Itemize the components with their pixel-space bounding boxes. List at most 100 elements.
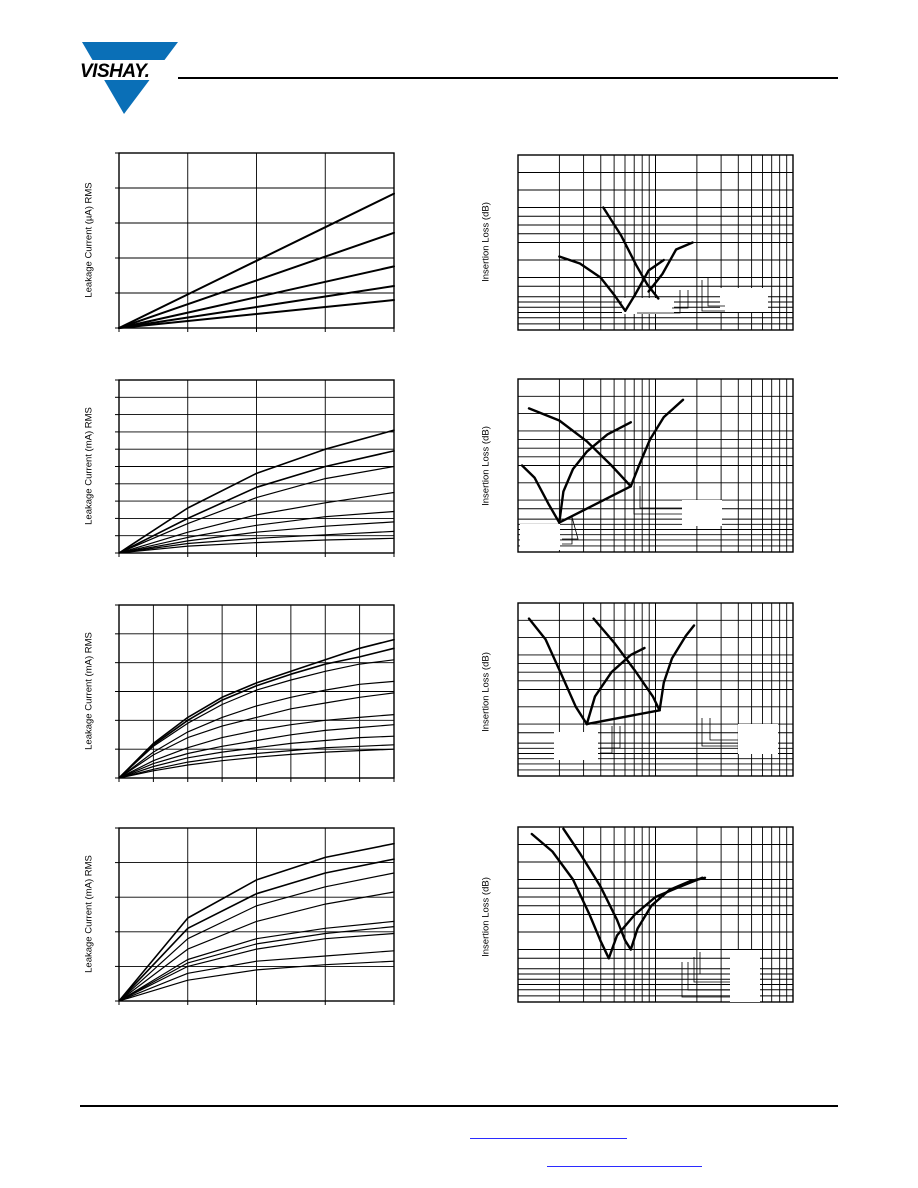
series-line-5 bbox=[558, 485, 633, 524]
series-line-1 bbox=[118, 842, 395, 1002]
legend-leader-line bbox=[600, 726, 621, 749]
insertion-loss-chart-2 bbox=[517, 378, 794, 553]
series-line-8 bbox=[118, 950, 395, 1002]
series-line-8 bbox=[118, 735, 395, 779]
series-line-4 bbox=[629, 398, 685, 488]
legend-leader-line bbox=[693, 957, 730, 983]
series-line-1 bbox=[527, 617, 589, 726]
header-rule bbox=[178, 77, 838, 79]
series-line-3 bbox=[558, 421, 633, 524]
plot-frame bbox=[517, 154, 794, 331]
legend-box bbox=[730, 950, 760, 1002]
series-line-7 bbox=[118, 932, 395, 1002]
series-line-2 bbox=[562, 827, 633, 951]
series-line-2 bbox=[520, 464, 561, 524]
graph1-y-axis-label: Leakage Current (µA) RMS bbox=[83, 182, 95, 298]
series-line-10 bbox=[118, 748, 395, 779]
series-line-2 bbox=[585, 646, 646, 726]
series-line-3 bbox=[118, 872, 395, 1002]
footer-rule bbox=[80, 1105, 838, 1107]
graph5-y-axis-label: Insertion Loss (dB) bbox=[480, 202, 492, 282]
legend-leader-line bbox=[562, 516, 579, 540]
graph6-y-axis-label: Insertion Loss (dB) bbox=[480, 426, 492, 506]
series-line-4 bbox=[118, 491, 395, 554]
series-line-9 bbox=[118, 960, 395, 1002]
series-line-3 bbox=[118, 659, 395, 779]
series-line-1 bbox=[527, 407, 633, 488]
graph3-y-axis-label: Leakage Current (mA) RMS bbox=[83, 632, 95, 750]
series-line-6 bbox=[118, 925, 395, 1002]
series-line-4 bbox=[118, 680, 395, 779]
footer-link-1-underline[interactable] bbox=[470, 1138, 627, 1139]
leakage-chart-1 bbox=[115, 152, 395, 332]
series-line-6 bbox=[118, 713, 395, 779]
footer-link-2-underline[interactable] bbox=[547, 1166, 702, 1167]
legend-leader-line bbox=[633, 486, 682, 515]
series-line-2 bbox=[118, 647, 395, 779]
series-line-3 bbox=[607, 876, 704, 960]
legend-leader-line bbox=[562, 517, 573, 545]
legend-leader-line bbox=[699, 952, 730, 975]
plot-frame bbox=[517, 378, 794, 553]
series-line-2 bbox=[118, 231, 395, 329]
legend-leader-line bbox=[709, 718, 738, 741]
legend-leader-line bbox=[600, 726, 613, 754]
legend-box bbox=[520, 524, 560, 550]
series-line-2 bbox=[118, 858, 395, 1002]
series-line-4 bbox=[647, 241, 694, 293]
legend-box bbox=[622, 298, 674, 314]
legend-box bbox=[554, 732, 598, 760]
plot-frame bbox=[517, 826, 794, 1003]
series-line-3 bbox=[633, 258, 666, 297]
legend-leader-line bbox=[701, 280, 725, 312]
graph2-y-axis-label: Leakage Current (mA) RMS bbox=[83, 407, 95, 525]
logo-wordmark: VISHAY. bbox=[80, 61, 149, 82]
series-line-1 bbox=[530, 832, 611, 960]
legend-leader-line bbox=[672, 290, 689, 309]
leakage-chart-2 bbox=[115, 379, 395, 557]
leakage-chart-3 bbox=[115, 604, 395, 782]
series-line-4 bbox=[118, 285, 395, 329]
series-line-5 bbox=[624, 293, 637, 313]
legend-box bbox=[738, 724, 778, 754]
plot-frame bbox=[517, 602, 794, 777]
insertion-loss-chart-1 bbox=[517, 154, 794, 331]
series-line-5 bbox=[585, 709, 661, 726]
legend-leader-line bbox=[701, 718, 738, 747]
series-line-9 bbox=[118, 744, 395, 779]
series-line-2 bbox=[118, 450, 395, 554]
legend-leader-line bbox=[687, 962, 730, 991]
graph4-y-axis-label: Leakage Current (mA) RMS bbox=[83, 855, 95, 973]
series-line-3 bbox=[118, 465, 395, 554]
series-line-4 bbox=[629, 876, 707, 951]
series-line-1 bbox=[118, 638, 395, 779]
series-line-8 bbox=[118, 537, 395, 554]
series-line-4 bbox=[118, 891, 395, 1002]
legend-leader-line bbox=[681, 962, 730, 998]
legend-leader-line bbox=[639, 486, 682, 509]
vishay-logo: VISHAY. bbox=[80, 42, 180, 114]
series-line-7 bbox=[118, 724, 395, 779]
series-line-5 bbox=[118, 692, 395, 779]
series-line-1 bbox=[602, 206, 660, 300]
series-line-5 bbox=[118, 299, 395, 329]
plot-frame bbox=[118, 604, 395, 779]
insertion-loss-chart-3 bbox=[517, 602, 794, 777]
series-line-5 bbox=[118, 920, 395, 1002]
legend-box bbox=[720, 288, 768, 312]
leakage-chart-4 bbox=[115, 827, 395, 1005]
series-line-4 bbox=[658, 624, 696, 712]
series-line-6 bbox=[118, 521, 395, 554]
series-line-2 bbox=[558, 255, 627, 313]
series-line-3 bbox=[118, 265, 395, 329]
plot-frame bbox=[118, 827, 395, 1002]
legend-leader-line bbox=[637, 290, 681, 314]
graph8-y-axis-label: Insertion Loss (dB) bbox=[480, 877, 492, 957]
series-line-1 bbox=[118, 429, 395, 554]
series-line-7 bbox=[118, 530, 395, 554]
series-line-5 bbox=[118, 510, 395, 554]
insertion-loss-chart-4 bbox=[517, 826, 794, 1003]
plot-frame bbox=[118, 152, 395, 329]
series-line-3 bbox=[592, 617, 661, 712]
legend-box bbox=[682, 500, 722, 526]
